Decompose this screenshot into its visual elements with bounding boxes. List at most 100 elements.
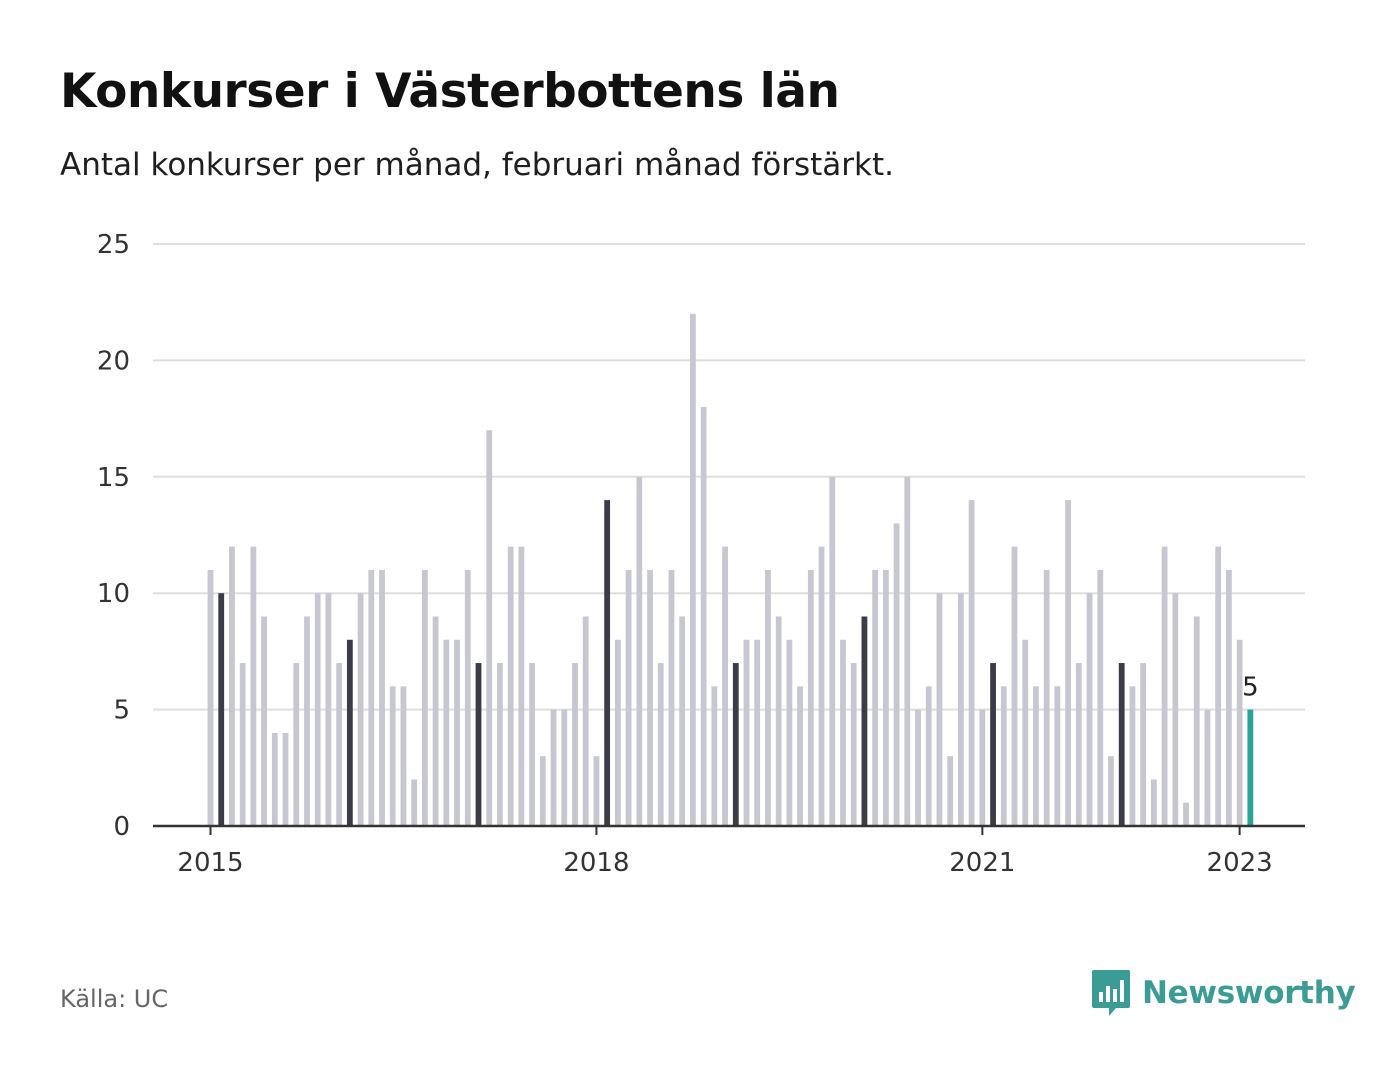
chart-title: Konkurser i Västerbottens län: [60, 64, 840, 119]
bar: [239, 663, 246, 826]
bar-february: [1118, 663, 1125, 826]
y-tick-label: 10: [97, 579, 130, 609]
bar-february: [1247, 709, 1254, 826]
bar: [625, 569, 632, 826]
bar: [668, 569, 675, 826]
bar-february: [475, 663, 482, 826]
bar: [657, 663, 664, 826]
bar: [690, 313, 696, 827]
bar-february: [346, 639, 353, 826]
bar: [979, 709, 986, 826]
bar: [325, 593, 332, 826]
bar: [1193, 616, 1200, 826]
bar: [1086, 593, 1093, 826]
bar: [1033, 686, 1039, 826]
bar: [1161, 546, 1168, 826]
x-tick-label: 2023: [1207, 848, 1273, 878]
bar: [1000, 686, 1007, 826]
bar: [882, 569, 889, 826]
bar: [786, 639, 793, 826]
bar-february: [861, 616, 868, 826]
bar: [271, 732, 278, 826]
bar: [1236, 639, 1243, 826]
bar-february: [990, 663, 996, 826]
data-labels: 5: [1242, 673, 1259, 703]
bar: [679, 616, 686, 826]
bar: [1140, 663, 1147, 826]
bar: [904, 476, 911, 826]
bar: [1129, 686, 1136, 826]
bar: [1054, 686, 1061, 826]
bar: [840, 639, 846, 826]
bar: [400, 686, 407, 826]
bar: [379, 569, 385, 826]
newsworthy-logo[interactable]: Newsworthy: [1090, 968, 1356, 1018]
bar: [743, 639, 750, 826]
bar: [282, 732, 289, 826]
bar: [422, 569, 428, 826]
bar: [1204, 709, 1211, 826]
newsworthy-icon: [1092, 970, 1130, 1016]
bar: [1108, 756, 1114, 826]
bar: [486, 430, 493, 826]
bar: [582, 616, 589, 826]
x-tick-label: 2018: [563, 848, 629, 878]
bar: [261, 616, 267, 826]
bar: [1172, 593, 1179, 826]
bar: [507, 546, 514, 826]
bar: [968, 500, 975, 826]
bar: [1043, 569, 1050, 826]
bar: [529, 663, 535, 826]
x-axis: 2015 2018 2021 2023: [153, 824, 1305, 878]
bar: [647, 569, 653, 826]
bar: [958, 593, 964, 826]
bar: [593, 756, 600, 826]
bar: [807, 569, 814, 826]
bar: [1097, 569, 1104, 826]
source-note: Källa: UC: [60, 985, 169, 1013]
bar: [497, 663, 503, 826]
bar: [1215, 546, 1222, 826]
bar: [432, 616, 439, 826]
y-tick-label: 0: [113, 812, 130, 842]
bar-chart: 0 5 10 15 20 25 2015 2018 2021 2023 5: [97, 230, 1305, 878]
bar: [464, 569, 471, 826]
bar: [443, 639, 450, 826]
bar-february: [218, 593, 225, 826]
bar: [1065, 500, 1071, 826]
bars: [207, 313, 1254, 827]
bar: [829, 476, 836, 826]
bar: [850, 663, 857, 826]
bar: [797, 686, 803, 826]
bar: [550, 709, 557, 826]
bar: [454, 639, 460, 826]
bar: [336, 663, 343, 826]
y-tick-label: 15: [97, 463, 130, 493]
bar: [293, 663, 300, 826]
bar: [936, 593, 943, 826]
bar: [561, 709, 568, 826]
bar: [614, 639, 621, 826]
bar: [314, 593, 321, 826]
latest-value-label: 5: [1242, 673, 1259, 703]
y-axis-tick-labels: 0 5 10 15 20 25: [97, 230, 130, 842]
bar: [539, 756, 546, 826]
bar: [893, 523, 900, 826]
brand-name: Newsworthy: [1142, 975, 1356, 1011]
bar: [389, 686, 396, 826]
x-tick-label: 2021: [949, 848, 1015, 878]
bar: [636, 476, 643, 826]
bar: [765, 569, 771, 826]
bar-february: [604, 500, 611, 826]
bar: [1150, 779, 1157, 826]
bar: [572, 663, 578, 826]
y-tick-label: 20: [97, 346, 130, 376]
bar: [207, 569, 214, 826]
bar: [357, 593, 364, 826]
gridlines: [153, 243, 1305, 711]
bar: [1226, 569, 1232, 826]
bar: [711, 686, 718, 826]
y-tick-label: 5: [113, 696, 130, 726]
bar: [304, 616, 310, 826]
chart-subtitle: Antal konkurser per månad, februari måna…: [60, 147, 894, 183]
